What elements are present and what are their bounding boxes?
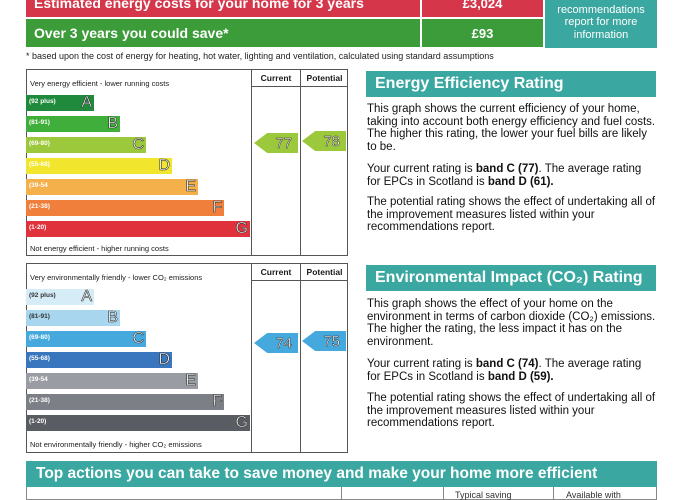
energy-band-a: (92 plus) A: [26, 94, 94, 112]
energy-band-f: (21-38) F: [26, 199, 224, 217]
energy-current-header: Current: [260, 73, 292, 83]
env-band-c: (69-80) C: [26, 330, 146, 348]
energy-para-3: The potential rating shows the effect of…: [367, 196, 656, 234]
env-band-letter: D: [158, 351, 170, 369]
energy-band-d: (55-68) D: [26, 157, 172, 175]
energy-potential-arrow: 78: [302, 131, 346, 151]
env-band-range: (39-54: [29, 376, 48, 383]
top-actions-banner: Top actions you can take to save money a…: [26, 461, 657, 487]
energy-band-letter: B: [107, 115, 118, 133]
env-para-3: The potential rating shows the effect of…: [367, 392, 656, 430]
typical-saving-header: Typical saving: [455, 490, 512, 500]
estimated-costs-value: £3,024: [420, 0, 543, 17]
env-band-d: (55-68) D: [26, 351, 172, 369]
energy-para-2: Your current rating is band C (77). The …: [367, 163, 642, 188]
env-band-range: (92 plus): [29, 292, 56, 299]
energy-band-letter: A: [81, 94, 92, 112]
env-band-letter: E: [185, 372, 196, 390]
env-bottom-label: Not environmentally friendly - higher CO…: [30, 440, 202, 449]
env-band-range: (21-38): [29, 397, 50, 404]
energy-band-letter: G: [235, 220, 248, 238]
energy-band-b: (81-91) B: [26, 115, 120, 133]
env-current-arrow: 74: [254, 333, 298, 353]
env-band-range: (69-80): [29, 334, 50, 341]
env-band-letter: B: [107, 309, 118, 327]
energy-band-letter: E: [185, 178, 196, 196]
energy-band-letter: F: [212, 199, 222, 217]
energy-bottom-label: Not energy efficient - higher running co…: [30, 244, 169, 253]
energy-panel-title: Energy Efficiency Rating: [366, 71, 656, 97]
env-potential-arrow: 75: [302, 331, 346, 351]
cost-footnote: * based upon the cost of energy for heat…: [26, 51, 494, 61]
energy-band-range: (69-80): [29, 140, 50, 147]
env-band-letter: A: [81, 288, 92, 306]
env-band-letter: G: [235, 414, 248, 432]
env-band-range: (55-68): [29, 355, 50, 362]
energy-band-range: (81-91): [29, 119, 50, 126]
env-band-a: (92 plus) A: [26, 288, 94, 306]
energy-band-c: (69-80) C: [26, 136, 146, 154]
env-band-e: (39-54 E: [26, 372, 198, 390]
savings-label: Over 3 years you could save*: [26, 19, 420, 47]
energy-current-arrow: 77: [254, 133, 298, 153]
energy-band-range: (21-38): [29, 203, 50, 210]
env-band-f: (21-38) F: [26, 393, 224, 411]
env-band-b: (81-91) B: [26, 309, 120, 327]
energy-band-e: (39-54 E: [26, 178, 198, 196]
energy-band-range: (1-20): [29, 224, 47, 231]
env-potential-header: Potential: [306, 267, 343, 277]
energy-band-letter: C: [132, 136, 144, 154]
env-band-letter: C: [132, 330, 144, 348]
env-para-1: This graph shows the effect of your home…: [367, 298, 656, 348]
env-top-label: Very environmentally friendly - lower CO…: [30, 273, 203, 282]
env-band-g: (1-20) G: [26, 414, 250, 432]
env-band-letter: F: [212, 393, 222, 411]
energy-band-range: (39-54: [29, 182, 48, 189]
env-panel-title: Environmental Impact (CO₂) Rating: [366, 265, 656, 291]
energy-band-range: (55-68): [29, 161, 50, 168]
energy-band-letter: D: [158, 157, 170, 175]
energy-para-1: This graph shows the current efficiency …: [367, 103, 656, 153]
available-with-header: Available with: [566, 490, 621, 500]
env-para-2: Your current rating is band C (74). The …: [367, 358, 642, 383]
energy-band-g: (1-20) G: [26, 220, 250, 238]
energy-potential-header: Potential: [306, 73, 343, 83]
energy-top-label: Very energy efficient - lower running co…: [30, 79, 170, 88]
savings-value: £93: [420, 19, 543, 47]
recommendations-note: recommendations report for more informat…: [545, 0, 657, 48]
env-current-header: Current: [260, 267, 292, 277]
energy-band-range: (92 plus): [29, 98, 56, 105]
env-band-range: (1-20): [29, 418, 47, 425]
env-band-range: (81-91): [29, 313, 50, 320]
estimated-costs-label: Estimated energy costs for your home for…: [26, 0, 420, 17]
